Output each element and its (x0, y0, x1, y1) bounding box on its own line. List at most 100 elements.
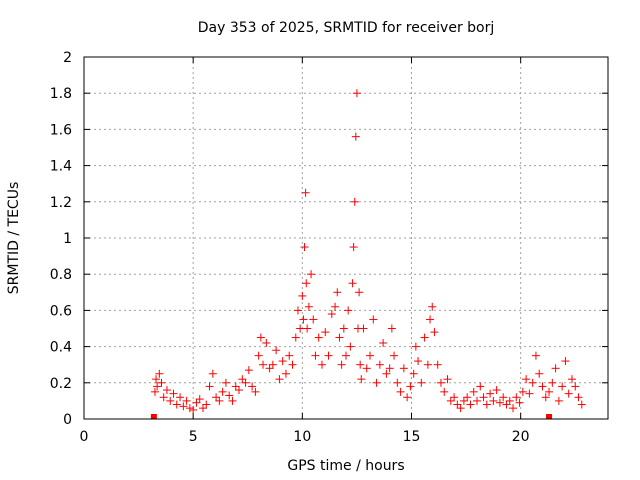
data-point (307, 270, 316, 279)
data-point (518, 387, 527, 396)
data-point (366, 351, 375, 360)
data-point (327, 310, 336, 319)
data-point (436, 378, 445, 387)
data-point (567, 375, 576, 384)
data-point (278, 357, 287, 366)
data-point (157, 378, 166, 387)
data-point (251, 387, 260, 396)
data-point (463, 393, 472, 402)
data-point (300, 243, 309, 252)
data-point (265, 364, 274, 373)
data-point (221, 378, 230, 387)
data-point (352, 89, 361, 98)
data-point (571, 382, 580, 391)
y-tick-label: 0.2 (50, 376, 72, 392)
data-point (309, 315, 318, 324)
data-point (304, 302, 313, 311)
data-point (443, 375, 452, 384)
data-point (159, 393, 168, 402)
data-point (198, 404, 207, 413)
data-point (525, 389, 534, 398)
data-point (522, 375, 531, 384)
data-point (450, 393, 459, 402)
data-point (390, 351, 399, 360)
data-point (248, 382, 257, 391)
data-point (298, 291, 307, 300)
data-point (538, 382, 547, 391)
data-point (505, 396, 514, 405)
x-tick-label: 20 (512, 429, 530, 445)
data-point (387, 324, 396, 333)
data-point (440, 387, 449, 396)
data-point (372, 378, 381, 387)
data-point (417, 378, 426, 387)
data-point (291, 333, 300, 342)
data-point (346, 342, 355, 351)
data-point (150, 387, 159, 396)
data-point (192, 398, 201, 407)
data-point (293, 306, 302, 315)
data-point (489, 396, 498, 405)
data-point (558, 382, 567, 391)
plot-frame (83, 56, 609, 420)
data-point (512, 393, 521, 402)
data-point (321, 328, 330, 337)
data-point (155, 369, 164, 378)
data-point (205, 382, 214, 391)
y-tick-label: 1 (63, 231, 72, 247)
data-point (314, 333, 323, 342)
data-point (185, 404, 194, 413)
data-point (428, 302, 437, 311)
data-point (351, 132, 360, 141)
y-tick-label: 1.4 (50, 159, 72, 175)
y-tick-label: 1.6 (50, 122, 72, 138)
data-point (564, 389, 573, 398)
data-point (333, 288, 342, 297)
data-point (256, 333, 265, 342)
data-point (393, 378, 402, 387)
data-point (195, 395, 204, 404)
data-point (153, 382, 162, 391)
y-axis-label: SRMTID / TECUs (6, 182, 22, 295)
data-point (545, 387, 554, 396)
data-point (541, 393, 550, 402)
y-tick-label: 1.2 (50, 195, 72, 211)
data-point (317, 360, 326, 369)
y-tick-label: 2 (63, 50, 72, 66)
data-point (492, 386, 501, 395)
data-point (218, 387, 227, 396)
chart-title: Day 353 of 2025, SRMTID for receiver bor… (198, 20, 495, 36)
data-point (420, 333, 429, 342)
data-point (348, 279, 357, 288)
data-point (337, 360, 346, 369)
data-point (259, 360, 268, 369)
data-point (476, 382, 485, 391)
data-point (335, 333, 344, 342)
data-point (176, 393, 185, 402)
data-point (515, 398, 524, 407)
data-point (303, 324, 312, 333)
data-point (446, 396, 455, 405)
y-tick-labels: 0 0.2 0.4 0.6 0.8 1 1.2 1.4 1.6 1.8 2 (50, 50, 72, 428)
y-tick-label: 1.8 (50, 86, 72, 102)
data-point (369, 315, 378, 324)
data-point (561, 357, 570, 366)
data-point (359, 324, 368, 333)
data-point (350, 197, 359, 206)
data-point (311, 351, 320, 360)
data-point (411, 342, 420, 351)
data-point (499, 393, 508, 402)
data-point (403, 393, 412, 402)
data-point (342, 351, 350, 360)
data-point (235, 386, 244, 395)
data-point (215, 396, 224, 405)
data-point (189, 405, 198, 414)
data-point (344, 306, 353, 315)
data-point (241, 378, 250, 387)
data-point (574, 393, 583, 402)
data-point (169, 389, 178, 398)
data-point (299, 315, 308, 324)
x-tick-label: 0 (80, 429, 89, 445)
data-point (433, 360, 442, 369)
